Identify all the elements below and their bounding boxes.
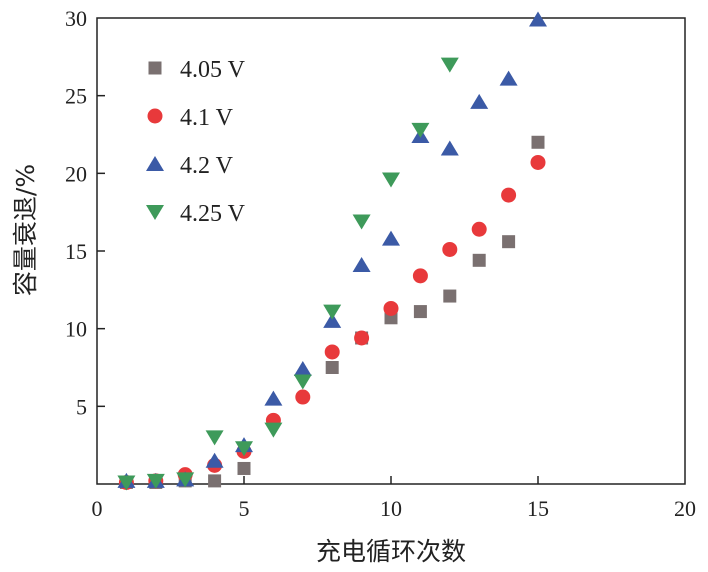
data-point [382, 172, 400, 188]
data-point [530, 154, 546, 170]
legend-label: 4.1 V [180, 105, 234, 131]
data-point [237, 461, 251, 475]
data-point [501, 187, 517, 203]
data-point [443, 289, 457, 303]
data-point [354, 330, 370, 346]
legend-label: 4.2 V [180, 153, 234, 179]
data-point [323, 312, 342, 328]
data-point [412, 268, 428, 284]
data-point [352, 256, 371, 272]
data-point [499, 70, 518, 86]
data-point [440, 57, 459, 73]
data-point [205, 430, 224, 446]
data-point [293, 361, 312, 377]
data-point [531, 135, 545, 149]
data-point [117, 475, 136, 491]
legend-marker [146, 156, 164, 171]
data-point [264, 422, 283, 438]
data-point [324, 344, 340, 360]
data-point [413, 305, 427, 319]
y-tick-label: 30 [65, 6, 87, 31]
y-tick-label: 20 [65, 161, 87, 186]
data-point [208, 474, 222, 488]
data-point [470, 93, 489, 109]
x-tick-label: 0 [92, 496, 103, 521]
data-point [352, 214, 371, 230]
plot-frame [96, 17, 686, 485]
data-point [440, 140, 459, 156]
x-tick-label: 15 [527, 496, 549, 521]
y-tick-label: 15 [65, 239, 87, 264]
legend-marker [147, 108, 163, 124]
data-point [471, 221, 487, 237]
data-point [411, 122, 430, 138]
data-point [235, 441, 253, 457]
y-tick-label: 25 [65, 84, 87, 109]
data-point [323, 304, 342, 320]
data-point [176, 472, 195, 488]
data-point [529, 11, 547, 27]
x-tick-label: 20 [674, 496, 696, 521]
x-tick-label: 10 [380, 496, 402, 521]
data-point [293, 374, 312, 390]
legend-marker [148, 61, 162, 75]
data-point [442, 241, 458, 257]
y-tick-label: 10 [65, 317, 87, 342]
x-axis-label: 充电循环次数 [316, 537, 466, 566]
data-point [382, 230, 400, 246]
legend-marker [146, 205, 164, 220]
data-point [472, 253, 486, 267]
data-point [295, 389, 311, 405]
data-point [502, 235, 516, 249]
y-axis-label: 容量衰退/% [11, 164, 40, 296]
y-tick-label: 5 [76, 394, 87, 419]
data-point [146, 473, 165, 489]
legend-label: 4.05 V [180, 57, 246, 83]
data-point [205, 452, 224, 468]
data-point [383, 300, 399, 316]
data-point [325, 361, 339, 374]
legend-label: 4.25 V [180, 201, 246, 227]
data-point [264, 390, 283, 406]
x-tick-label: 5 [239, 496, 250, 521]
